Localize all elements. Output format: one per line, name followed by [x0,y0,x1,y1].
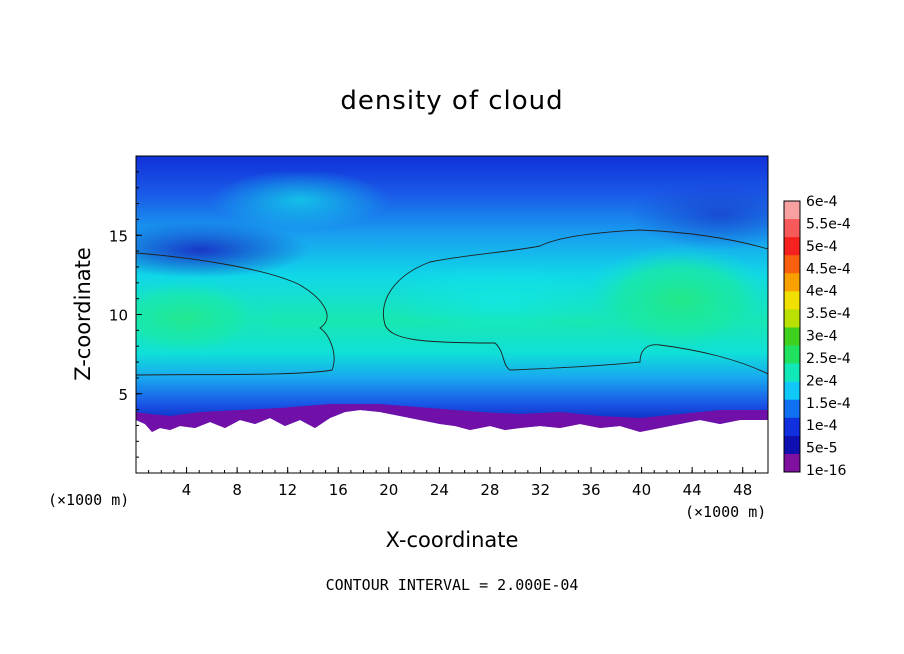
z-unit-label: (×1000 m) [48,491,129,509]
colorbar-label: 3.5e-4 [806,306,851,322]
x-tick-label: 12 [278,481,297,499]
x-tick-label: 44 [683,481,702,499]
colorbar-label: 5.5e-4 [806,216,851,232]
colorbar-label: 2.5e-4 [806,351,851,367]
colorbar-swatch [784,237,800,256]
heatmap-field [136,156,768,473]
y-tick-label: 5 [118,386,128,404]
x-unit-label: (×1000 m) [685,503,766,521]
colorbar-swatch [784,255,800,274]
colorbar-label: 4e-4 [806,284,838,300]
colorbar-swatch [784,381,800,401]
colorbar-swatch [784,345,800,365]
colorbar-swatch [784,417,800,437]
colorbar-label: 5e-4 [806,239,838,255]
colorbar-swatch [784,219,800,238]
x-tick-label: 48 [733,481,752,499]
y-axis-label: Z-coordinate [71,247,95,381]
x-tick-label: 28 [480,481,499,499]
colorbar-label: 5e-5 [806,441,837,457]
x-axis-label: X-coordinate [386,528,519,552]
x-tick-label: 40 [632,481,651,499]
y-tick-label: 10 [109,307,128,325]
x-tick-label: 4 [182,481,192,499]
x-tick-label: 8 [232,481,242,499]
y-axis-ticks: 5 10 15 [109,171,142,458]
colorbar-frame [783,200,801,473]
colorbar-swatch [784,201,800,220]
colorbar: 6e-4 5.5e-4 5e-4 4.5e-4 4e-4 3.5e-4 3e-4 2.5e-4… [783,194,851,479]
x-tick-label: 16 [329,481,348,499]
colorbar-label: 2e-4 [806,373,838,389]
colorbar-label: 6e-4 [806,194,838,210]
colorbar-label: 4.5e-4 [806,261,851,277]
x-axis-ticks: 4 8 12 16 20 24 28 32 36 40 44 48 [148,467,756,499]
colorbar-label: 3e-4 [806,329,838,345]
chart-title: density of cloud [340,86,564,116]
colorbar-swatch [784,363,800,383]
colorbar-swatch [784,309,800,328]
x-tick-label: 24 [430,481,449,499]
x-tick-label: 32 [531,481,550,499]
colorbar-swatch [784,327,800,347]
colorbar-swatch [784,453,800,473]
x-tick-label: 20 [379,481,398,499]
colorbar-swatch [784,291,800,310]
x-tick-label: 36 [581,481,600,499]
colorbar-label: 1e-16 [806,463,846,479]
colorbar-swatch [784,399,800,419]
colorbar-label: 1.5e-4 [806,396,851,412]
colorbar-swatch [784,435,800,455]
colorbar-label: 1e-4 [806,418,838,434]
y-tick-label: 15 [109,227,128,245]
colorbar-swatch [784,273,800,292]
contour-interval-note: CONTOUR INTERVAL = 2.000E-04 [325,576,579,594]
